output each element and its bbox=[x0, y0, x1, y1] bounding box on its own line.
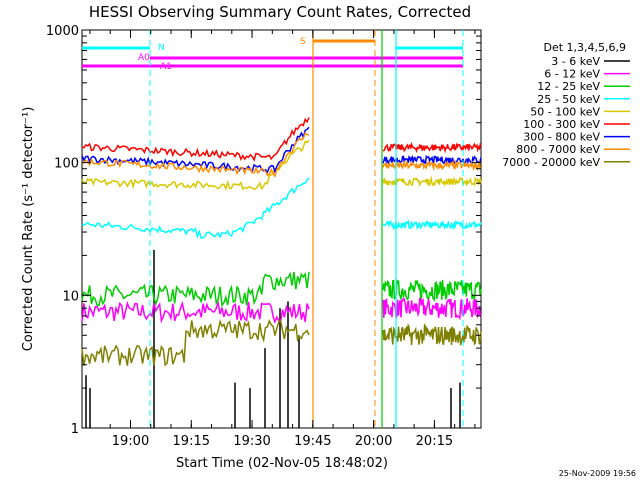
flag-label-n: N bbox=[158, 43, 165, 53]
x-tick-label: 19:15 bbox=[173, 434, 210, 449]
series-line bbox=[382, 175, 482, 188]
series-line bbox=[81, 139, 310, 191]
legend-entry-label: 6 - 12 keV bbox=[544, 68, 600, 81]
legend-entry-label: 7000 - 20000 keV bbox=[502, 156, 600, 169]
series-line bbox=[81, 117, 310, 162]
series-line bbox=[382, 296, 482, 321]
plot-frame bbox=[81, 29, 482, 429]
y-tick-label: 10 bbox=[62, 289, 79, 304]
series-line bbox=[382, 322, 482, 346]
series-line bbox=[382, 154, 482, 166]
legend-entry-label: 50 - 100 keV bbox=[530, 105, 600, 118]
legend-entry-label: 300 - 800 keV bbox=[523, 131, 600, 144]
x-tick-label: 20:00 bbox=[355, 434, 392, 449]
flag-label-s: S bbox=[300, 37, 306, 47]
series-300-800keV bbox=[81, 126, 482, 174]
x-tick-label: 20:15 bbox=[416, 434, 453, 449]
series-line bbox=[382, 141, 482, 154]
legend-entry-label: 800 - 7000 keV bbox=[516, 143, 600, 156]
legend-entry-label: 25 - 50 keV bbox=[537, 93, 600, 106]
series-line bbox=[81, 131, 310, 178]
marker-lines bbox=[149, 30, 464, 428]
x-axis-label: Start Time (02-Nov-05 18:48:02) bbox=[176, 456, 388, 471]
legend-entry-label: 100 - 300 keV bbox=[523, 118, 600, 131]
y-tick-label: 100 bbox=[54, 157, 79, 172]
series-800-7000keV bbox=[81, 131, 482, 178]
series-25-50keV bbox=[81, 177, 482, 240]
series-7000-20000keV bbox=[81, 319, 482, 367]
y-tick-label: 1 bbox=[71, 422, 79, 437]
series-3-6keV bbox=[85, 249, 461, 428]
y-axis-label: Corrected Count Rate (s⁻¹ detector⁻¹) bbox=[21, 107, 36, 352]
flag-label-a1: A1 bbox=[160, 62, 172, 72]
series-line bbox=[81, 300, 310, 324]
series-layer bbox=[81, 117, 482, 428]
legend-entry-label: 3 - 6 keV bbox=[551, 55, 600, 68]
y-tick-label: 1000 bbox=[46, 24, 79, 39]
legend-title: Det 1,3,4,5,6,9 bbox=[543, 41, 626, 54]
series-line bbox=[81, 177, 310, 240]
series-6-12keV bbox=[81, 296, 482, 324]
flag-label-a0: A0 bbox=[138, 53, 150, 63]
x-tick-label: 19:30 bbox=[233, 434, 270, 449]
series-100-300keV bbox=[81, 117, 482, 162]
series-12-25keV bbox=[81, 271, 482, 308]
chart-title: HESSI Observing Summary Count Rates, Cor… bbox=[89, 3, 471, 21]
series-line bbox=[382, 278, 482, 302]
footer-timestamp: 25-Nov-2009 19:56 bbox=[559, 469, 636, 478]
series-line bbox=[81, 319, 310, 367]
series-line bbox=[81, 126, 310, 174]
series-50-100keV bbox=[81, 139, 482, 191]
series-line bbox=[382, 219, 482, 231]
legend-entry-label: 12 - 25 keV bbox=[537, 80, 600, 93]
x-tick-label: 19:00 bbox=[112, 434, 149, 449]
axes: 19:00 19:15 19:30 19:45 20:00 20:15 1 10 100 1000 bbox=[46, 24, 481, 449]
series-line bbox=[81, 271, 310, 308]
flag-bars: N A0 A1 S bbox=[82, 37, 463, 72]
series-line bbox=[382, 159, 482, 172]
x-tick-label: 19:45 bbox=[294, 434, 331, 449]
